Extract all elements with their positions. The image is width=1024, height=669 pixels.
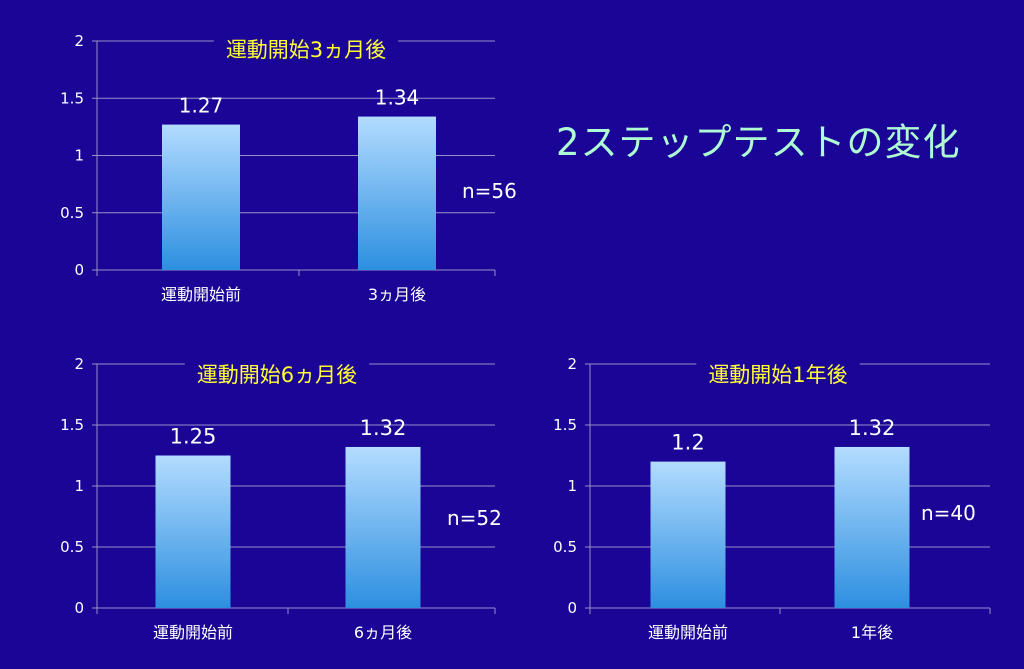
bar	[162, 124, 240, 271]
category-label: 3ヵ月後	[368, 285, 426, 304]
y-tick-label: 1.5	[60, 89, 84, 107]
bar	[358, 116, 436, 270]
bar-value-label: 1.27	[179, 94, 224, 118]
y-tick-label: 1	[74, 147, 84, 165]
chart-title: 運動開始3ヵ月後	[226, 38, 386, 62]
slide-title: 2ステップテストの変化	[556, 121, 961, 164]
bar-value-label: 1.34	[375, 86, 420, 110]
category-label: 運動開始前	[161, 285, 241, 304]
y-tick-label: 0.5	[60, 204, 84, 222]
sample-size-label: n=56	[462, 179, 517, 203]
chart-title-background	[213, 33, 399, 63]
y-tick-label: 0	[74, 261, 84, 279]
y-tick-label: 2	[74, 32, 84, 50]
